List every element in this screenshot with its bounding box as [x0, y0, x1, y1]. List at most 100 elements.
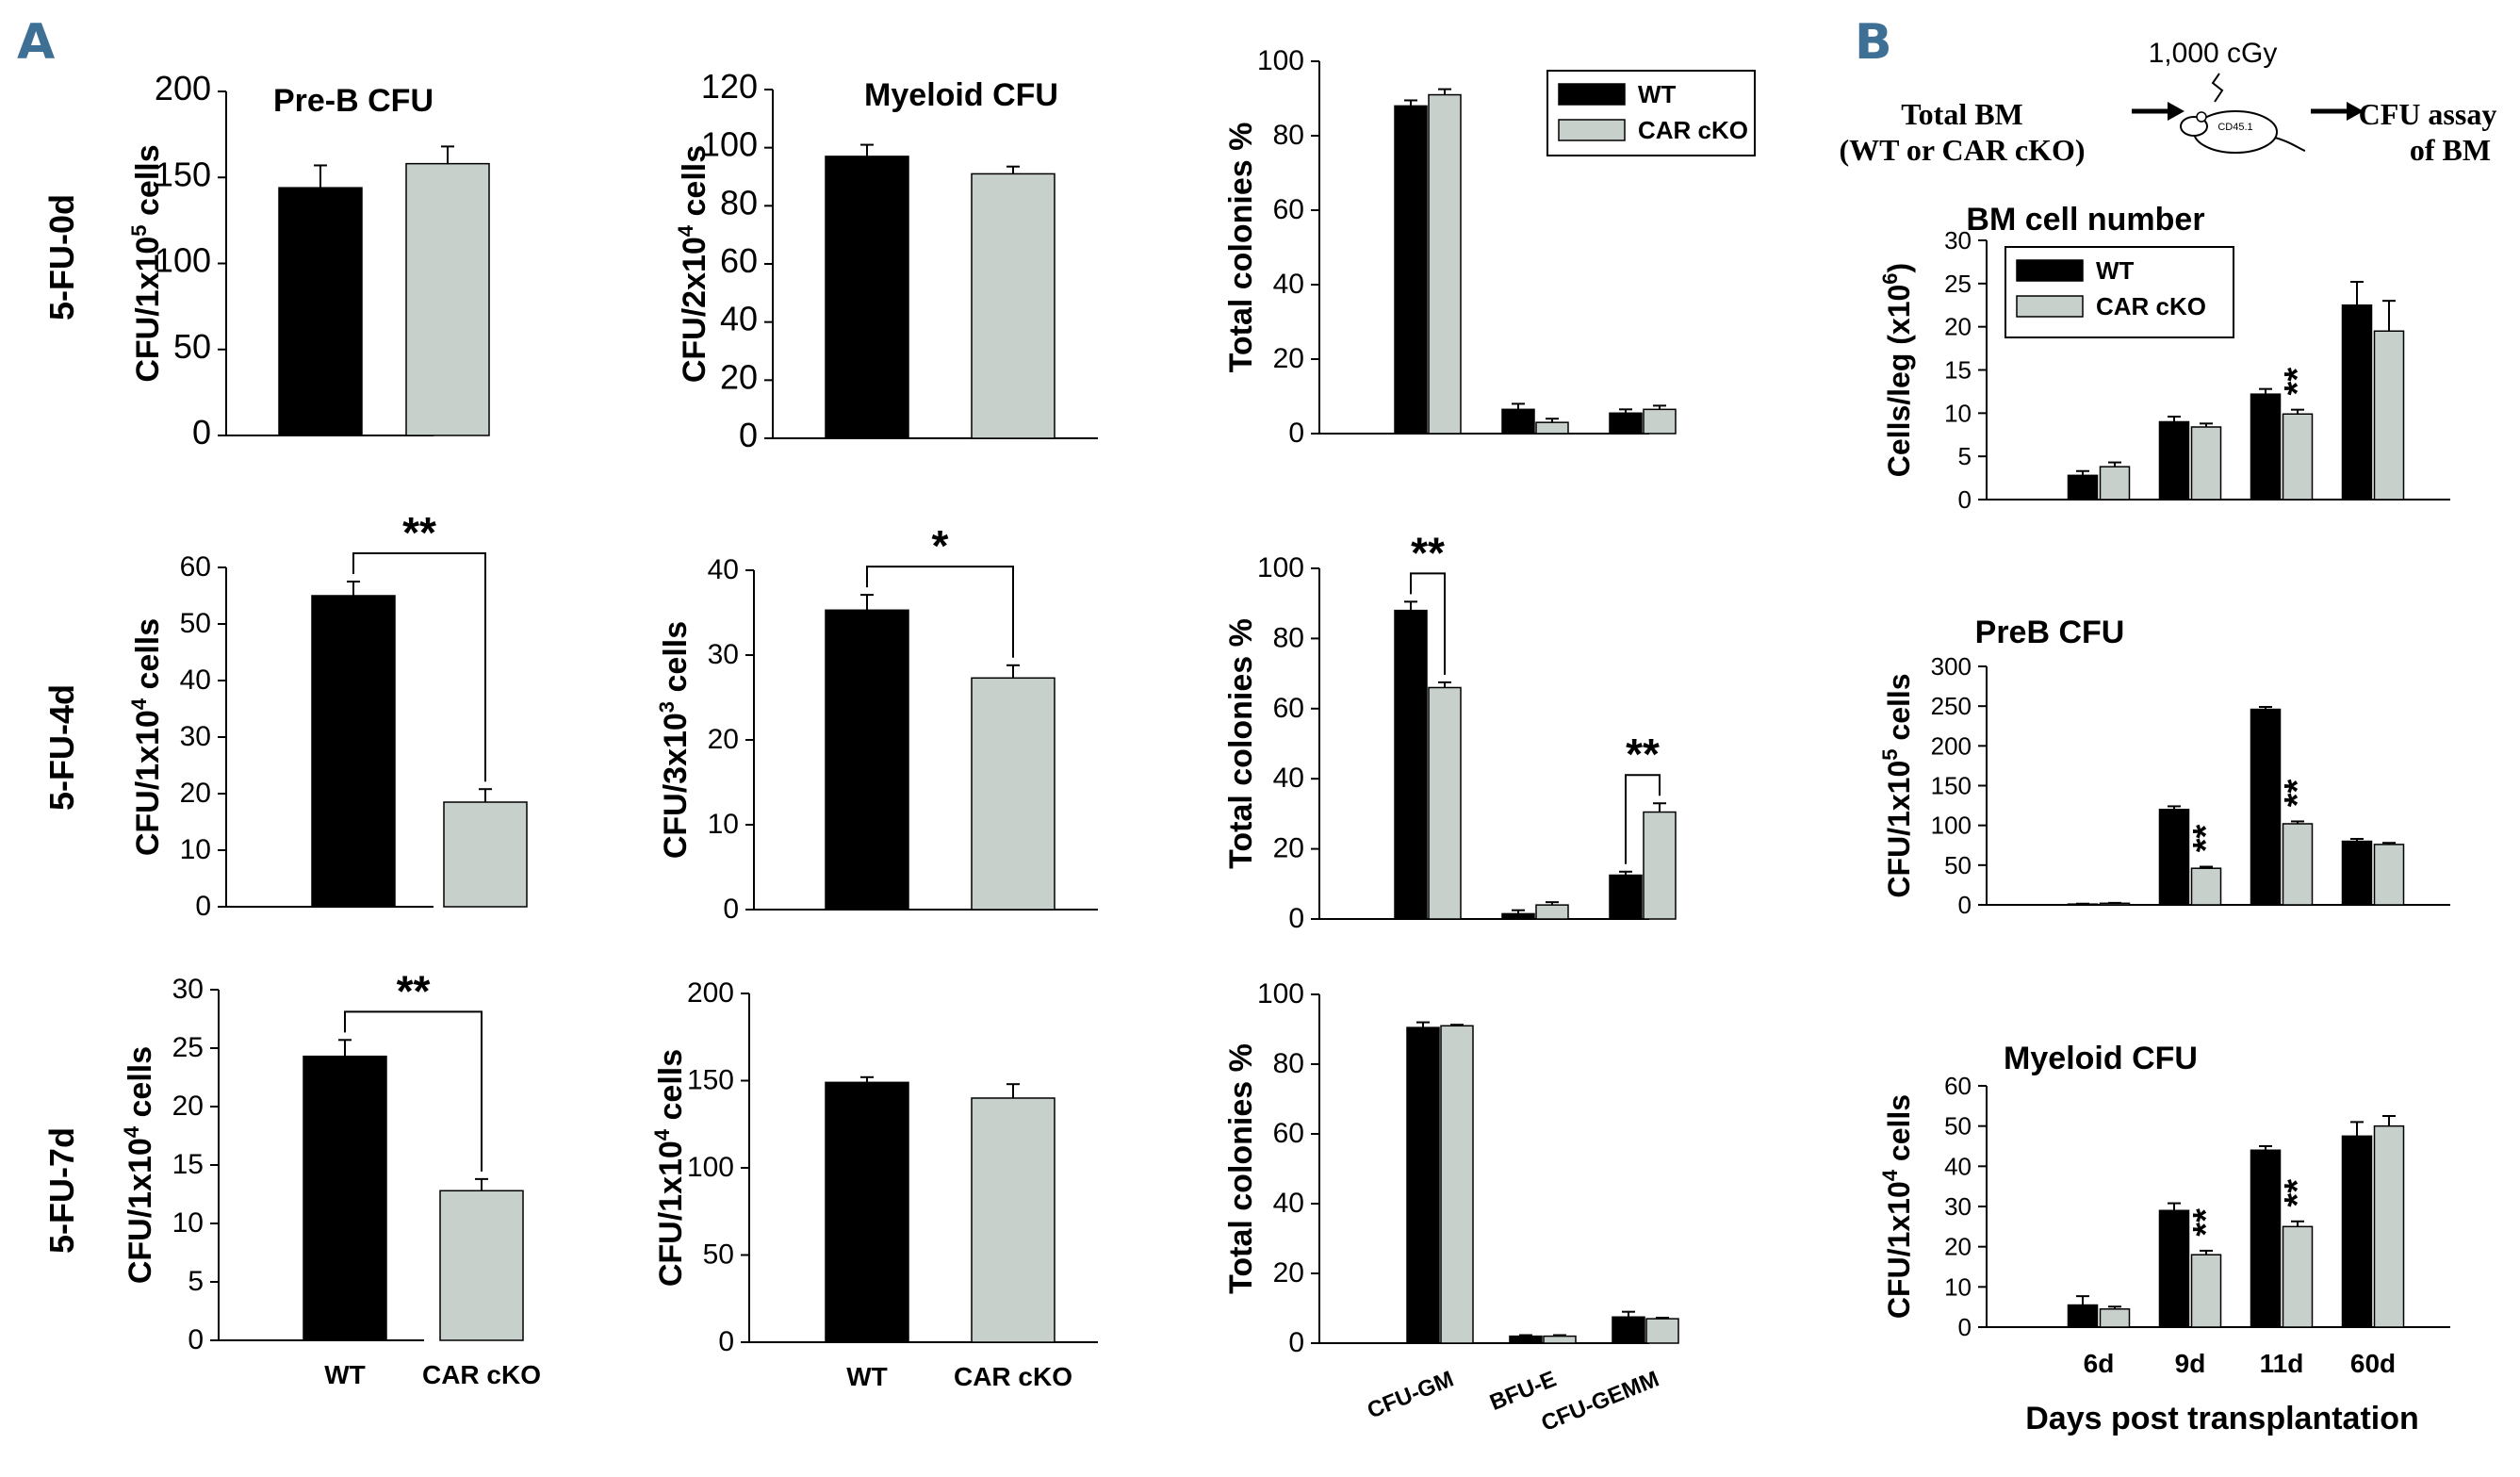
chart-title: Myeloid CFU: [2004, 1041, 2198, 1076]
row-label-4d: 5-FU-4d: [42, 684, 81, 811]
bar-cko: [2099, 1308, 2131, 1328]
bar-wt: [311, 595, 396, 908]
schematic-left-line2: (WT or CAR cKO): [1839, 133, 2085, 167]
chart-b1: 0 5 10 15 20 25 30 Cells/leg (x106) BM cell numb…: [1878, 202, 2450, 514]
b-xlabel: Days post transplantation: [2025, 1401, 2419, 1436]
bar-wt: [2341, 840, 2373, 906]
significance-marker: *: [932, 521, 949, 570]
bar-cko: [971, 172, 1055, 439]
y-tick-label: 15: [1944, 356, 1972, 385]
y-axis-label: CFU/1x104 cells: [127, 618, 166, 856]
legend-label: CAR cKO: [2096, 292, 2206, 320]
bar-cko: [2190, 426, 2222, 501]
y-axis-label: CFU/1x105 cells: [127, 144, 166, 382]
y-tick-label: 80: [1273, 1048, 1304, 1079]
significance-marker: **: [2278, 779, 2317, 807]
y-tick-label: 5: [188, 1266, 204, 1297]
schematic-right-line2: of BM: [2410, 133, 2491, 167]
y-tick-label: 60: [1273, 1118, 1304, 1149]
significance-marker: **: [402, 508, 436, 557]
y-tick-label: 20: [1944, 313, 1972, 341]
y-tick-label: 60: [1273, 194, 1304, 225]
y-tick-label: 100: [155, 241, 211, 280]
y-tick-label: 0: [1958, 485, 1972, 514]
bar-cko: [2373, 844, 2405, 906]
mouse-tag: CD45.1: [2217, 122, 2252, 133]
y-tick-label: 5: [1958, 442, 1972, 470]
y-axis-label: CFU/1x104 cells: [1878, 1094, 1916, 1319]
y-tick-label: 30: [1944, 226, 1972, 254]
y-tick-label: 40: [180, 665, 211, 696]
bar-wt: [2158, 420, 2190, 501]
y-tick-label: 80: [1273, 622, 1304, 653]
y-tick-label: 100: [701, 125, 758, 164]
bar-cko: [1645, 1318, 1679, 1344]
category-label: CAR cKO: [954, 1362, 1072, 1391]
y-tick-label: 20: [172, 1091, 204, 1122]
significance-bracket: [1410, 572, 1446, 675]
chart-a8: 0 50 100 150 200 CFU/1x104 cells WT CAR cKO: [650, 977, 1098, 1391]
bar-wt: [1501, 912, 1535, 920]
y-tick-label: 10: [180, 834, 211, 865]
bar-cko: [1543, 1335, 1577, 1344]
chart-b3: 0 10 20 30 40 50 60 CFU/1x104 cells Myeloid CFU 6…: [1878, 1041, 2450, 1378]
bar-wt: [1406, 1026, 1440, 1344]
y-tick-label: 50: [180, 608, 211, 639]
bar-cko: [1535, 904, 1569, 920]
significance-marker: **: [2186, 1208, 2226, 1237]
y-tick-label: 0: [188, 1324, 204, 1355]
bar-cko: [2190, 867, 2222, 906]
bar-wt: [1501, 408, 1535, 435]
category-label: WT: [324, 1360, 366, 1389]
chart-a6: 0 20 40 60 80 100 Total colonies % ** **: [1223, 528, 1677, 934]
y-tick-label: 0: [1288, 1327, 1304, 1358]
bar-cko: [1428, 686, 1462, 920]
y-axis-label: CFU/1x105 cells: [1878, 673, 1916, 897]
y-tick-label: 0: [1288, 903, 1304, 934]
category-label: 9d: [2175, 1349, 2206, 1378]
significance-marker: **: [1626, 730, 1660, 779]
bar-wt: [1394, 105, 1428, 435]
significance-bracket: [344, 1010, 483, 1172]
y-tick-label: 20: [720, 357, 758, 396]
significance-bracket: [866, 566, 1014, 658]
y-tick-label: 100: [1257, 552, 1304, 583]
bar-wt: [1609, 412, 1643, 435]
bar-wt: [278, 187, 363, 436]
y-tick-label: 0: [192, 413, 211, 451]
bar-wt: [2067, 1304, 2099, 1328]
category-label: 11d: [2260, 1349, 2304, 1378]
y-tick-label: 50: [1944, 851, 1972, 879]
bar-wt: [1509, 1335, 1543, 1344]
chart-title: BM cell number: [1966, 202, 2204, 238]
category-label: 6d: [2084, 1349, 2115, 1378]
y-axis-label: CFU/2x104 cells: [674, 145, 712, 383]
significance-marker: **: [1411, 528, 1445, 577]
bar-cko: [2373, 330, 2405, 501]
y-tick-label: 30: [708, 639, 739, 670]
bar-wt: [1612, 1316, 1645, 1344]
chart-a2: 0 20 40 60 80 100 120 CFU/2x104 cells Myeloid CF…: [674, 67, 1098, 454]
y-tick-label: 200: [155, 69, 211, 107]
dose-label: 1,000 cGy: [2149, 38, 2278, 69]
schematic-right-line1: CFU assay: [2359, 97, 2497, 131]
row-label-7d: 5-FU-7d: [42, 1127, 81, 1254]
bar-wt: [303, 1055, 387, 1341]
bar-cko: [2282, 413, 2314, 501]
bar-wt: [2158, 1209, 2190, 1328]
y-tick-label: 50: [1944, 1112, 1972, 1141]
panel-label-b: B: [1855, 14, 1892, 71]
y-tick-label: 300: [1931, 652, 1972, 681]
y-tick-label: 20: [1273, 343, 1304, 374]
bar-wt: [825, 1081, 909, 1343]
chart-b2: 0 50 100 150 200 250 300 CFU/1x105 cells PreB CF…: [1878, 615, 2450, 919]
y-axis-label: Total colonies %: [1223, 618, 1259, 869]
chart-title: Myeloid CFU: [864, 77, 1058, 113]
bar-cko: [2099, 466, 2131, 501]
y-tick-label: 100: [687, 1152, 734, 1183]
bar-wt: [2341, 1135, 2373, 1328]
bar-cko: [2282, 823, 2314, 906]
y-tick-label: 30: [1944, 1192, 1972, 1221]
row-label-0d: 5-FU-0d: [42, 194, 81, 320]
